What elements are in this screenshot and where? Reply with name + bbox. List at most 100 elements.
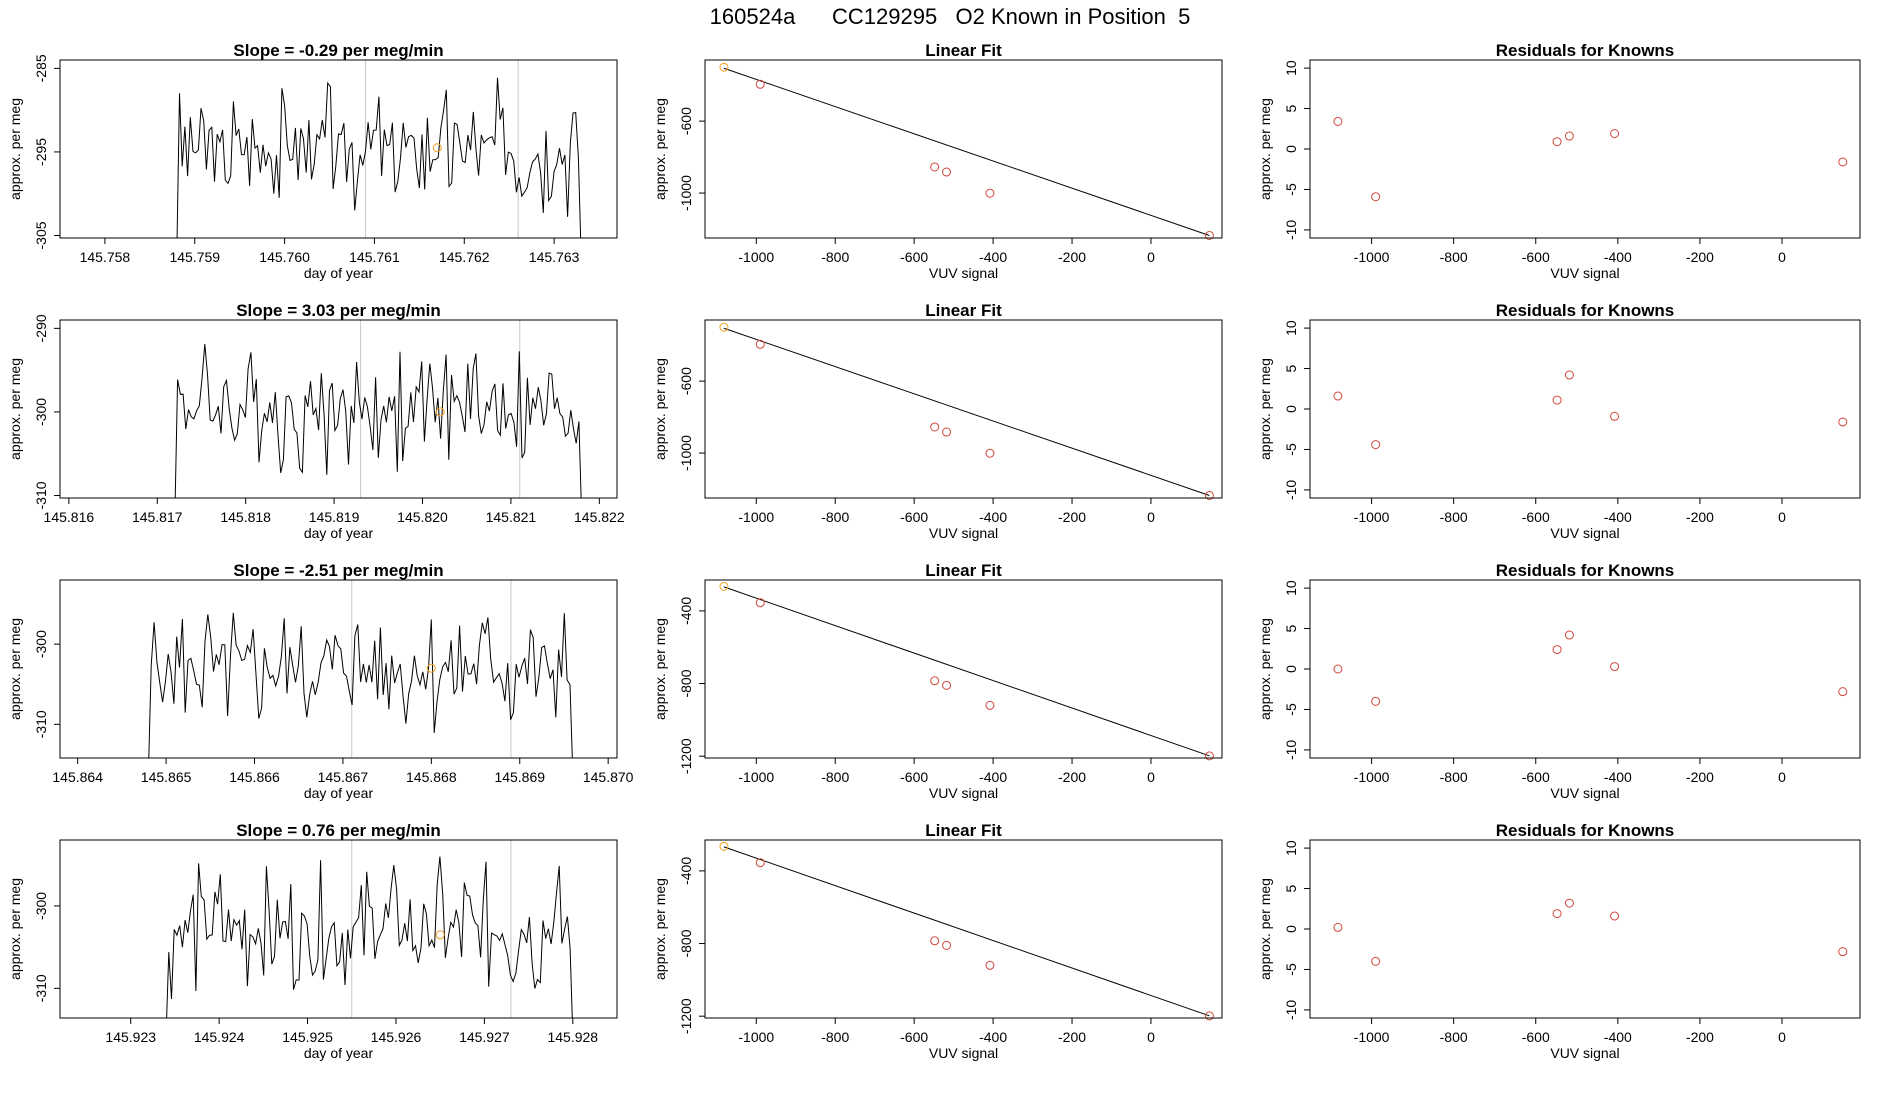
row3-residuals-data-point (1610, 662, 1620, 672)
row2-timeseries-marker-point (435, 407, 445, 417)
row1-residuals-ylabel: approx. per meg (1257, 98, 1273, 200)
row3-residuals-xlabel: VUV signal (1550, 785, 1619, 801)
row4-residuals-x-tick-label: -800 (1440, 1029, 1468, 1045)
row3-linear-fit-data-point (930, 676, 940, 686)
row3-linear-fit-title: Linear Fit (925, 561, 1002, 580)
row4-timeseries-ylabel: approx. per meg (7, 878, 23, 980)
row4-timeseries-marker-point (435, 930, 445, 940)
row1-timeseries-marker-point (432, 143, 442, 153)
row4-linear-fit-fit-line (723, 846, 1210, 1017)
row3-residuals-x-tick-label: -800 (1440, 769, 1468, 785)
row1-linear-fit-title: Linear Fit (925, 41, 1002, 60)
row2-residuals-x-tick-label: -600 (1522, 509, 1550, 525)
row3-linear-fit-x-tick-label: -1000 (738, 769, 774, 785)
row3-residuals-data-point (1333, 664, 1343, 674)
row4-timeseries-x-tick-label: 145.924 (194, 1029, 245, 1045)
row2-linear-fit-x-tick-label: -400 (979, 509, 1007, 525)
row3-residuals-x-tick-label: -600 (1522, 769, 1550, 785)
row4-linear-fit-y-tick-label: -800 (678, 929, 694, 957)
row1-residuals-plot-frame (1309, 59, 1861, 239)
row4-timeseries-y-tick-label: -310 (33, 974, 49, 1002)
row4-linear-fit-x-tick-label: 0 (1147, 1029, 1155, 1045)
row1-timeseries-x-tick-label: 145.763 (529, 249, 580, 265)
row1-linear-fit-x-tick-label: -400 (979, 249, 1007, 265)
row1-residuals-y-tick-label: 10 (1283, 60, 1299, 76)
row4-residuals-data-point (1838, 947, 1848, 957)
row4-linear-fit-ylabel: approx. per meg (652, 878, 668, 980)
row4-linear-fit-data-point (942, 940, 952, 950)
row4-linear-fit-x-tick-label: -200 (1058, 1029, 1086, 1045)
row2-residuals-x-tick-label: -1000 (1354, 509, 1390, 525)
row1-linear-fit-data-point (755, 79, 765, 89)
row2-timeseries-x-tick-label: 145.817 (132, 509, 183, 525)
row4-residuals-data-point (1333, 922, 1343, 932)
row3-linear-fit-data-point (1204, 751, 1214, 761)
row3-linear-fit-xlabel: VUV signal (929, 785, 998, 801)
row2-linear-fit-fit-line (723, 327, 1210, 496)
row2-residuals-plot-frame (1309, 319, 1861, 499)
row2-residuals-y-tick-label: -5 (1283, 443, 1299, 456)
row3-residuals-y-tick-label: -5 (1283, 703, 1299, 716)
row1-residuals-x-tick-label: -200 (1686, 249, 1714, 265)
row3-linear-fit-x-tick-label: -400 (979, 769, 1007, 785)
row2-residuals-y-tick-label: 10 (1283, 320, 1299, 336)
row1-timeseries-plot-frame (59, 59, 618, 239)
row2-timeseries-plot-frame (59, 319, 618, 499)
row2-timeseries-x-tick-label: 145.820 (397, 509, 448, 525)
row4-linear-fit-y-tick-label: -400 (678, 857, 694, 885)
row3-timeseries-y-tick-label: -310 (33, 710, 49, 738)
row2-residuals-data-point (1552, 395, 1562, 405)
row4-residuals-y-tick-label: 5 (1283, 884, 1299, 892)
row3-residuals-ylabel: approx. per meg (1257, 618, 1273, 720)
row2-timeseries-ylabel: approx. per meg (7, 358, 23, 460)
row2-residuals-y-tick-label: 0 (1283, 405, 1299, 413)
row2-linear-fit-y-tick-label: -600 (678, 367, 694, 395)
row2-timeseries-y-tick-label: -290 (33, 314, 49, 342)
row1-residuals-y-tick-label: -10 (1283, 220, 1299, 240)
row3-linear-fit-y-tick-label: -400 (678, 597, 694, 625)
row4-linear-fit-title: Linear Fit (925, 821, 1002, 840)
row4-residuals-x-tick-label: 0 (1778, 1029, 1786, 1045)
row3-residuals-title: Residuals for Knowns (1496, 561, 1675, 580)
row2-timeseries-y-tick-label: -310 (33, 481, 49, 509)
row4-residuals-data-point (1371, 956, 1381, 966)
row4-linear-fit-data-point (985, 960, 995, 970)
row2-timeseries-x-tick-label: 145.821 (486, 509, 537, 525)
row3-linear-fit-fit-line (723, 586, 1210, 757)
row1-residuals-y-tick-label: -5 (1283, 183, 1299, 196)
row1-linear-fit-data-point (1204, 230, 1214, 240)
row3-residuals-data-point (1564, 630, 1574, 640)
row4-linear-fit-data-point (755, 858, 765, 868)
row3-timeseries-y-tick-label: -300 (33, 630, 49, 658)
row1-timeseries-y-tick-label: -305 (33, 221, 49, 249)
row2-residuals-x-tick-label: 0 (1778, 509, 1786, 525)
row2-linear-fit-y-tick-label: -1000 (678, 435, 694, 471)
row4-timeseries-series-line (166, 856, 573, 1018)
row3-residuals-x-tick-label: -1000 (1354, 769, 1390, 785)
row1-timeseries-y-tick-label: -285 (33, 54, 49, 82)
row2-linear-fit-plot-frame (704, 319, 1223, 499)
row4-residuals-data-point (1564, 898, 1574, 908)
row4-linear-fit-xlabel: VUV signal (929, 1045, 998, 1061)
row1-residuals-data-point (1333, 116, 1343, 126)
row1-linear-fit-x-tick-label: -600 (900, 249, 928, 265)
row1-linear-fit-highlight-point (719, 62, 729, 72)
row2-linear-fit-data-point (755, 339, 765, 349)
row1-linear-fit-xlabel: VUV signal (929, 265, 998, 281)
row4-residuals-x-tick-label: -400 (1604, 1029, 1632, 1045)
row3-timeseries-ylabel: approx. per meg (7, 618, 23, 720)
row3-timeseries-plot-frame (59, 579, 618, 759)
row1-timeseries-x-tick-label: 145.761 (349, 249, 400, 265)
row2-timeseries-series-line (174, 344, 582, 498)
row3-residuals-y-tick-label: 0 (1283, 665, 1299, 673)
row2-timeseries-xlabel: day of year (304, 525, 374, 541)
row3-residuals-y-tick-label: 10 (1283, 580, 1299, 596)
row2-linear-fit-title: Linear Fit (925, 301, 1002, 320)
row1-linear-fit-x-tick-label: 0 (1147, 249, 1155, 265)
row1-linear-fit-y-tick-label: -600 (678, 107, 694, 135)
row2-residuals-x-tick-label: -200 (1686, 509, 1714, 525)
row2-residuals-title: Residuals for Knowns (1496, 301, 1675, 320)
row1-residuals-x-tick-label: -400 (1604, 249, 1632, 265)
row3-linear-fit-data-point (942, 680, 952, 690)
row3-residuals-plot-frame (1309, 579, 1861, 759)
